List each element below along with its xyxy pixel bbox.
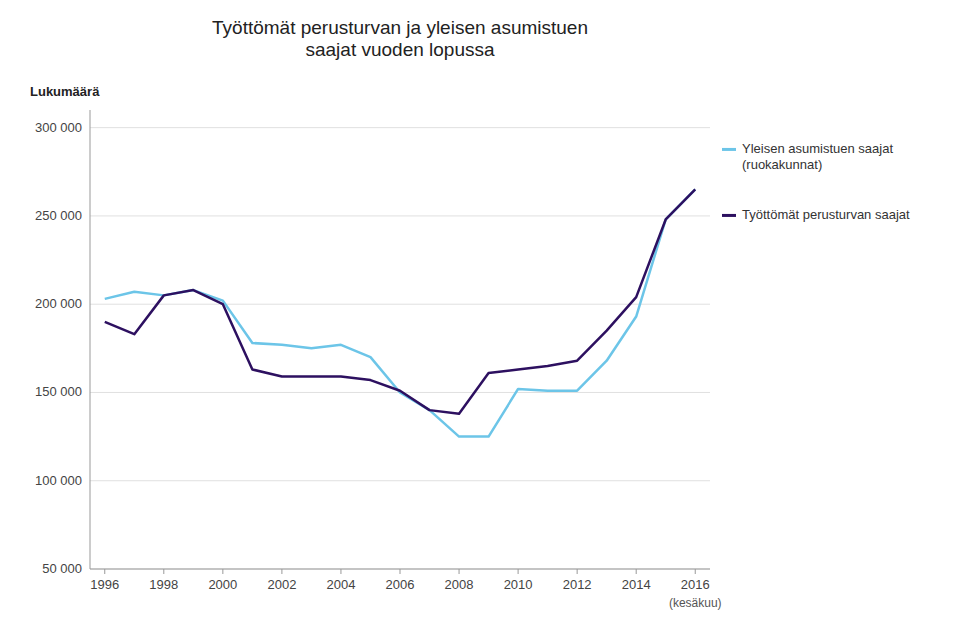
y-axis-line [90,110,91,569]
x-tick [281,569,282,574]
x-tick-label: 2008 [445,577,474,592]
legend-item: Yleisen asumistuen saajat(ruokakunnat) [722,141,893,172]
x-tick-label: 2012 [563,577,592,592]
x-tick [459,569,460,574]
x-tick-label: 1998 [149,577,178,592]
x-tick-label: 2014 [622,577,651,592]
x-tick-label: 2000 [208,577,237,592]
legend-label: Yleisen asumistuen saajat(ruokakunnat) [742,141,893,172]
x-tick [518,569,519,574]
x-tick [104,569,105,574]
legend-swatch [722,214,736,217]
legend-swatch [722,148,736,151]
y-tick-label: 250 000 [35,208,82,223]
x-tick [577,569,578,574]
lines [105,189,695,436]
grid-line [90,480,710,481]
y-tick-label: 50 000 [42,561,82,576]
grid-line [90,215,710,216]
y-tick-label: 150 000 [35,384,82,399]
y-tick-label: 200 000 [35,296,82,311]
x-tick-label: 2002 [267,577,296,592]
y-tick-label: 300 000 [35,120,82,135]
chart: Työttömät perusturvan ja yleisen asumist… [0,0,960,639]
x-tick-label: 1996 [90,577,119,592]
x-tick [163,569,164,574]
legend-item: Työttömät perusturvan saajat [722,207,910,222]
y-axis-label: Lukumäärä [30,84,100,99]
x-tick [695,569,696,574]
x-tick [222,569,223,574]
annotation: (kesäkuu) [669,596,722,610]
x-tick-label: 2010 [504,577,533,592]
y-tick-label: 100 000 [35,473,82,488]
x-tick-label: 2016 [681,577,710,592]
x-tick [340,569,341,574]
title: Työttömät perusturvan ja yleisen asumist… [212,17,588,60]
grid [90,128,710,569]
grid-line [90,127,710,128]
grid-line [90,304,710,305]
series-line [105,189,695,413]
x-tick-label: 2004 [326,577,355,592]
x-tick [400,569,401,574]
x-tick-label: 2006 [386,577,415,592]
x-tick [636,569,637,574]
legend-label: Työttömät perusturvan saajat [742,207,910,222]
series-line [105,189,695,436]
